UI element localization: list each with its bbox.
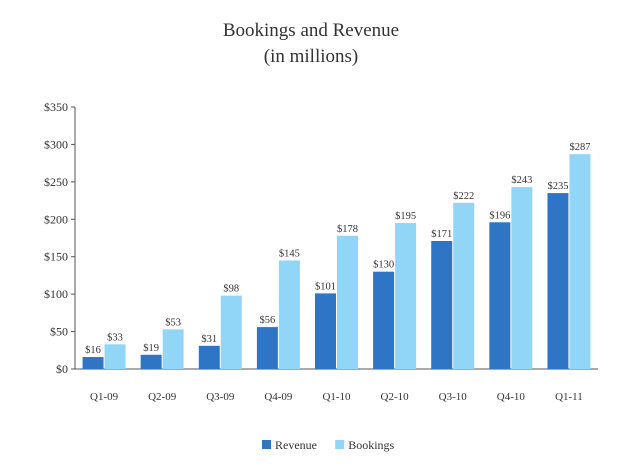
x-tick-label: Q3-10 (439, 391, 468, 403)
x-tick-label: Q1-10 (322, 391, 351, 403)
bar-revenue (198, 345, 220, 369)
data-label-bookings: $178 (337, 224, 358, 235)
bar-revenue (82, 357, 104, 369)
data-label-bookings: $287 (569, 142, 590, 153)
data-label-revenue: $31 (201, 334, 217, 345)
bar-bookings (104, 344, 126, 369)
y-tick-label: $200 (44, 212, 68, 226)
bar-revenue (547, 193, 569, 369)
bar-bookings (569, 154, 591, 369)
bar-bookings (220, 295, 242, 369)
bar-revenue (373, 271, 395, 369)
bar-revenue (140, 354, 162, 369)
x-tick-label: Q4-10 (497, 391, 526, 403)
data-label-revenue: $19 (143, 343, 159, 354)
data-label-revenue: $235 (547, 181, 568, 192)
legend-label-revenue: Revenue (275, 438, 317, 452)
legend-swatch-bookings (335, 440, 345, 449)
y-tick-label: $100 (44, 287, 68, 301)
x-tick-label: Q1-11 (555, 391, 583, 403)
x-tick-label: Q3-09 (206, 391, 235, 403)
bar-bookings (453, 202, 475, 369)
chart-subtitle: (in millions) (263, 46, 359, 67)
y-tick-label: $300 (44, 137, 68, 151)
y-tick-label: $250 (44, 175, 68, 189)
data-label-bookings: $145 (279, 248, 300, 259)
data-label-revenue: $16 (85, 345, 101, 356)
data-label-revenue: $130 (373, 260, 394, 271)
y-tick-label: $150 (44, 250, 68, 264)
data-label-bookings: $222 (453, 191, 474, 202)
bar-bookings (511, 187, 533, 369)
chart-title: Bookings and Revenue (222, 20, 400, 41)
data-label-bookings: $243 (511, 175, 532, 186)
bar-bookings (162, 329, 184, 369)
data-label-revenue: $101 (315, 281, 336, 292)
bar-bookings (395, 223, 417, 369)
y-tick-label: $350 (44, 100, 68, 114)
bar-bookings (278, 260, 300, 369)
legend-swatch-revenue (262, 440, 271, 449)
bar-revenue (489, 222, 511, 369)
data-label-revenue: $56 (260, 315, 276, 326)
x-tick-label: Q2-09 (148, 391, 177, 403)
data-label-bookings: $98 (223, 284, 239, 295)
data-label-bookings: $53 (165, 317, 181, 328)
y-tick-label: $50 (50, 325, 68, 339)
bar-revenue (431, 240, 453, 369)
data-label-bookings: $195 (395, 211, 416, 222)
x-tick-label: Q2-10 (381, 391, 410, 403)
data-label-revenue: $196 (489, 210, 510, 221)
data-label-revenue: $171 (431, 229, 452, 240)
data-label-bookings: $33 (107, 332, 123, 343)
y-tick-label: $0 (56, 362, 68, 376)
x-tick-label: Q1-09 (90, 391, 119, 403)
legend-label-bookings: Bookings (348, 438, 394, 452)
bar-bookings (337, 235, 358, 369)
bar-revenue (315, 293, 336, 369)
x-tick-label: Q4-09 (264, 391, 293, 403)
bar-revenue (256, 327, 278, 369)
